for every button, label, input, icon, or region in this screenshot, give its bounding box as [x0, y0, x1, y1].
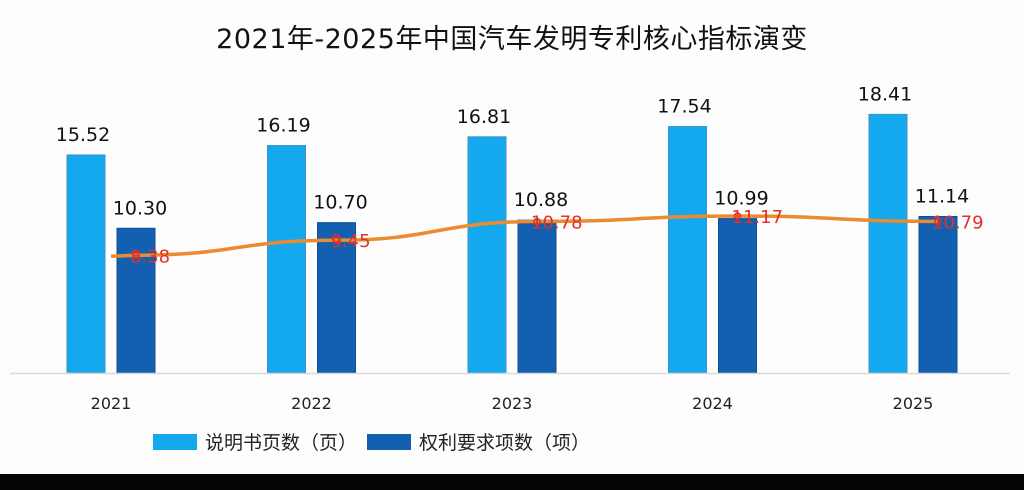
bar-spec-pages[interactable] [267, 145, 306, 374]
bars-layer [66, 113, 958, 374]
bar-claims[interactable] [718, 218, 757, 374]
bar-spec-pages[interactable] [467, 136, 507, 374]
line-data-label: 8.38 [130, 246, 170, 267]
data-label-claims: 10.99 [714, 188, 768, 210]
line-point[interactable] [533, 217, 541, 226]
bottom-black-bar [0, 474, 1024, 490]
line-point[interactable] [733, 212, 742, 220]
labels-layer: 15.52 10.30 16.19 10.70 16.81 10.88 17.54 10.99… [56, 83, 984, 267]
data-label-spec-pages: 17.54 [657, 96, 711, 118]
legend-label-spec-pages: 说明书页数（页） [205, 432, 358, 454]
legend-swatch-spec-pages [153, 433, 197, 450]
bar-spec-pages[interactable] [66, 154, 106, 374]
line-point[interactable] [132, 251, 140, 260]
x-tick-label: 2023 [492, 394, 533, 413]
x-tick-label: 2024 [692, 394, 733, 413]
data-label-claims: 10.88 [514, 189, 568, 211]
bar-claims[interactable] [317, 222, 356, 374]
data-label-spec-pages: 16.19 [256, 115, 310, 137]
line-data-label: 10.79 [932, 212, 984, 233]
bar-spec-pages[interactable] [868, 113, 908, 374]
legend: 说明书页数（页） 权利要求项数（项） [153, 428, 600, 455]
legend-item-claims[interactable]: 权利要求项数（项） [367, 428, 590, 455]
line-point[interactable] [332, 236, 341, 244]
data-label-claims: 10.30 [113, 197, 167, 219]
data-label-claims: 11.14 [915, 185, 969, 207]
x-tick-label: 2021 [91, 394, 132, 413]
legend-label-claims: 权利要求项数（项） [419, 432, 591, 454]
line-data-label: 9.45 [331, 231, 371, 252]
data-label-spec-pages: 15.52 [56, 124, 110, 146]
line-data-label: 10.78 [531, 213, 583, 234]
line-data-label: 11.17 [732, 207, 784, 228]
line-layer [110, 212, 942, 260]
data-label-spec-pages: 16.81 [457, 106, 511, 128]
x-tick-label: 2025 [893, 394, 934, 413]
line-point[interactable] [934, 217, 942, 226]
bar-claims[interactable] [517, 219, 557, 374]
x-tick-labels: 2021 2022 2023 2024 2025 [91, 394, 934, 413]
bar-claims[interactable] [918, 215, 958, 374]
x-tick-label: 2022 [291, 394, 332, 413]
legend-swatch-claims [367, 433, 412, 450]
bar-spec-pages[interactable] [668, 126, 707, 374]
chart-title: 2021年-2025年中国汽车发明专利核心指标演变 [216, 24, 808, 55]
data-label-claims: 10.70 [313, 192, 367, 214]
legend-item-spec-pages[interactable]: 说明书页数（页） [153, 428, 357, 455]
data-label-spec-pages: 18.41 [858, 83, 912, 105]
line-series-path [110, 214, 939, 259]
